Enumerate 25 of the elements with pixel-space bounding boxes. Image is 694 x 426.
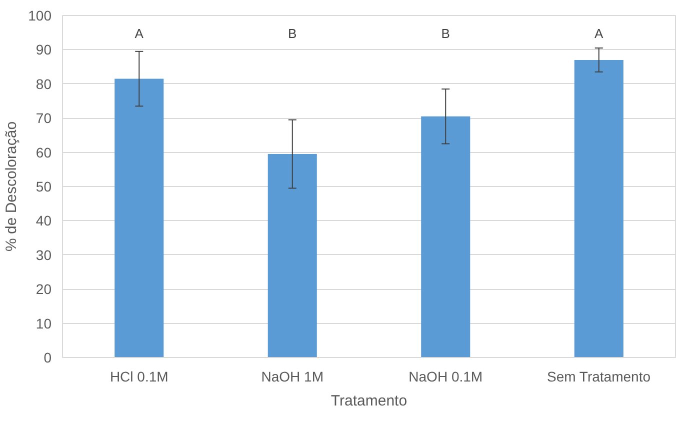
y-tick-label: 80 <box>36 76 52 92</box>
x-tick-label: HCl 0.1M <box>110 368 168 384</box>
x-axis-title: Tratamento <box>330 392 408 410</box>
y-axis-title: % de Descoloração <box>3 121 20 252</box>
y-tick-label: 30 <box>36 246 52 263</box>
x-tick-label: Sem Tratamento <box>547 368 651 384</box>
bar <box>421 116 470 358</box>
y-tick-label: 100 <box>28 8 52 24</box>
bar <box>574 60 624 358</box>
y-tick-label: 70 <box>36 110 52 126</box>
y-tick-label: 40 <box>36 212 52 229</box>
annotation: B <box>288 26 297 41</box>
x-tick-label: NaOH 1M <box>261 368 324 384</box>
y-tick-label: 20 <box>36 281 52 298</box>
annotation: A <box>134 26 144 41</box>
y-tick-label: 0 <box>44 350 52 366</box>
annotation: B <box>441 26 450 41</box>
y-tick-label: 60 <box>36 144 52 160</box>
y-tick-label: 90 <box>36 42 52 58</box>
bar <box>114 78 164 358</box>
annotation: A <box>594 26 604 41</box>
bar <box>268 154 317 358</box>
y-tick-label: 10 <box>36 315 52 332</box>
x-tick-label: NaOH 0.1M <box>408 368 483 384</box>
y-tick-label: 50 <box>36 178 52 194</box>
